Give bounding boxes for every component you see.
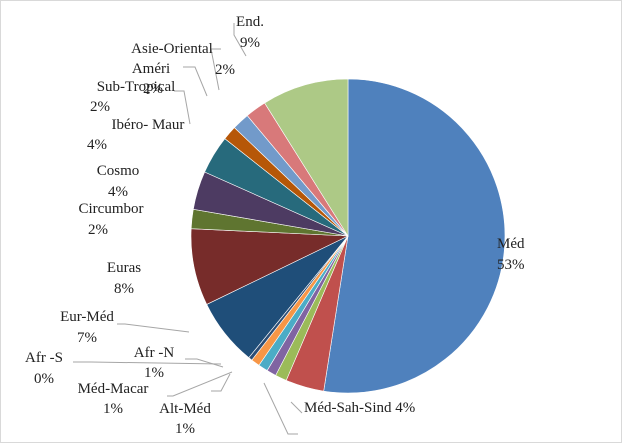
pct-circumbor: 2%	[88, 222, 108, 238]
pct-afr-n: 1%	[144, 365, 164, 381]
pct-cosmo: 4%	[108, 184, 128, 200]
leader-line-unlabeled	[263, 382, 298, 435]
slice-end-15	[264, 78, 349, 238]
pct-end: 9%	[240, 35, 260, 51]
leader-line-alt-med	[211, 373, 231, 392]
pct-afr-s: 0%	[34, 371, 54, 387]
label-asie-oriental: Asie-Oriental	[131, 41, 213, 57]
leader-line-med-sah-sind	[290, 401, 303, 414]
data-labels: Méd 53% Méd-Sah-Sind 4% Alt-Méd 1% Méd-M…	[25, 14, 525, 437]
pct-ibero-maur: 4%	[87, 137, 107, 153]
leader-line-end	[233, 23, 247, 57]
pct-sub-tropical: 2%	[90, 99, 110, 115]
label-med: Méd	[497, 236, 525, 252]
pct-med: 53%	[497, 257, 525, 273]
leader-line-afr-s	[73, 361, 222, 365]
label-ibero-maur: Ibéro- Maur	[112, 117, 185, 133]
label-cosmo: Cosmo	[97, 163, 140, 179]
label-eur-med: Eur-Méd	[60, 309, 114, 325]
pct-euras: 8%	[114, 281, 134, 297]
pie-slices	[190, 78, 506, 394]
leader-line-afr-n	[185, 358, 224, 368]
leader-line-asie-oriental	[210, 48, 221, 91]
pct-med-macar: 1%	[103, 401, 123, 417]
label-circumbor: Circumbor	[79, 201, 144, 217]
label-end: End.	[236, 14, 264, 30]
pct-ameri: 2%	[143, 81, 163, 97]
leader-line-sub-tropical	[174, 90, 191, 125]
label-sub-tropical: Sub-Tropical	[97, 79, 176, 95]
slice-med-0	[323, 78, 506, 394]
label-afr-n: Afr -N	[134, 345, 175, 361]
label-med-sah-sind: Méd-Sah-Sind 4%	[304, 400, 415, 416]
label-alt-med: Alt-Méd	[159, 401, 211, 417]
leader-lines	[73, 23, 303, 435]
pct-eur-med: 7%	[77, 330, 97, 346]
label-ameri: Améri	[132, 61, 170, 77]
leader-line-med-macar	[167, 371, 233, 397]
leader-line-ameri	[183, 66, 208, 97]
pct-asie-oriental: 2%	[215, 62, 235, 78]
pct-alt-med: 1%	[175, 421, 195, 437]
label-euras: Euras	[107, 260, 141, 276]
label-med-macar: Méd-Macar	[78, 381, 149, 397]
leader-line-eur-med	[117, 323, 190, 333]
label-afr-s: Afr -S	[25, 350, 63, 366]
